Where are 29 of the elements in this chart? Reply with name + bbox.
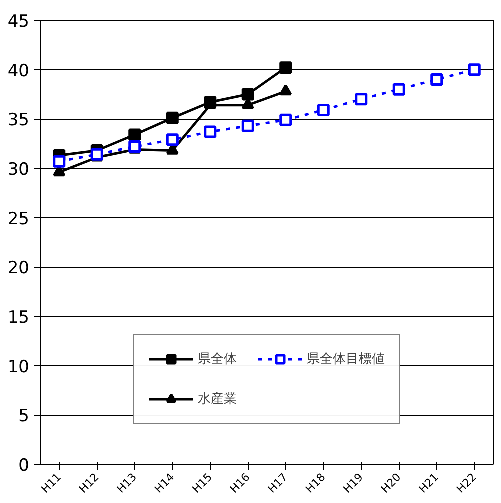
point xyxy=(242,120,254,132)
point xyxy=(280,62,292,74)
point xyxy=(128,128,142,142)
point xyxy=(90,148,104,161)
point xyxy=(280,84,292,96)
legend-label: 県全体 xyxy=(198,351,237,368)
point xyxy=(166,112,179,124)
point xyxy=(166,134,179,146)
point xyxy=(242,88,254,101)
y-tick-label: 15 xyxy=(8,308,30,328)
y-tick-label: 35 xyxy=(8,110,30,131)
y-tick-label: 30 xyxy=(8,160,30,180)
point xyxy=(468,64,481,76)
legend-label: 県全体目標値 xyxy=(307,351,385,368)
point xyxy=(392,83,406,96)
y-tick-label: 5 xyxy=(18,406,30,427)
point xyxy=(430,73,444,86)
y-tick-label: 25 xyxy=(8,209,30,230)
point xyxy=(53,155,66,168)
point xyxy=(204,126,217,138)
point xyxy=(355,93,368,106)
point xyxy=(317,104,330,117)
y-tick-label: 10 xyxy=(8,357,30,378)
y-tick-label: 40 xyxy=(8,61,30,82)
legend-label: 水産業 xyxy=(198,391,237,408)
y-tick-label: 0 xyxy=(18,456,30,476)
y-tick-label: 20 xyxy=(8,258,30,279)
point xyxy=(280,114,292,126)
y-tick-label: 45 xyxy=(8,12,30,32)
